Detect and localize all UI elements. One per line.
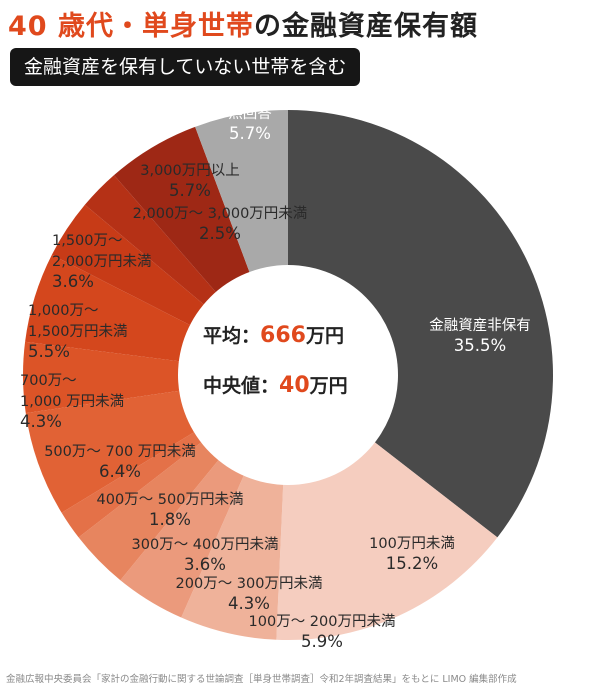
center-median-label: 中央値： bbox=[203, 374, 279, 397]
slice-label-12: 無回答 5.7% bbox=[228, 105, 272, 143]
slice-label-7: 700万～ 1,000 万円未満 4.3% bbox=[20, 373, 124, 431]
slice-7 bbox=[22, 341, 288, 414]
slice-label-0: 金融資産非保有 35.5% bbox=[429, 317, 531, 355]
slice-label-3: 200万～ 300万円未満 4.3% bbox=[176, 575, 323, 613]
chart-subtitle: 金融資産を保有していない世帯を含む bbox=[10, 48, 361, 86]
svg-text:平均：666万円: 平均：666万円 bbox=[203, 323, 344, 348]
donut-hole bbox=[178, 265, 398, 485]
center-summary: 平均：666万円 中央値：40万円 bbox=[203, 323, 348, 398]
center-median-unit: 万円 bbox=[309, 375, 348, 397]
slice-label-9: 1,500万～ 2,000万円未満 3.6% bbox=[52, 233, 152, 291]
slice-0 bbox=[288, 110, 553, 538]
center-avg-label: 平均： bbox=[203, 324, 260, 347]
slice-label-10: 2,000万～ 3,000万円未満 2.5% bbox=[133, 205, 308, 243]
source-footer: 金融広報中央委員会「家計の金融行動に関する世論調査［単身世帯調査］令和2年調査結… bbox=[6, 674, 517, 685]
slice-label-2: 100万～ 200万円未満 5.9% bbox=[249, 613, 396, 651]
center-median-value: 40 bbox=[279, 373, 310, 398]
slice-label-4: 300万～ 400万円未満 3.6% bbox=[132, 536, 279, 574]
slice-labels: 金融資産非保有 35.5% 100万円未満 15.2% 100万～ 200万円未満 5.9… bbox=[20, 105, 531, 651]
slice-label-11: 3,000万円以上 5.7% bbox=[140, 162, 240, 200]
slice-label-5: 400万～ 500万円未満 1.8% bbox=[97, 491, 244, 529]
slice-label-1: 100万円未満 15.2% bbox=[369, 535, 455, 573]
slice-label-6: 500万～ 700 万円未満 6.4% bbox=[44, 443, 196, 481]
center-avg-unit: 万円 bbox=[305, 325, 344, 347]
svg-text:中央値：40万円: 中央値：40万円 bbox=[203, 373, 348, 398]
title-highlight: 40 歳代・単身世帯 bbox=[8, 11, 254, 42]
title-rest: の金融資産保有額 bbox=[253, 11, 478, 42]
center-avg-value: 666 bbox=[260, 323, 306, 348]
slice-label-8: 1,000万～ 1,500万円未満 5.5% bbox=[28, 303, 128, 361]
chart-title: 40 歳代・単身世帯の金融資産保有額 bbox=[8, 4, 478, 43]
